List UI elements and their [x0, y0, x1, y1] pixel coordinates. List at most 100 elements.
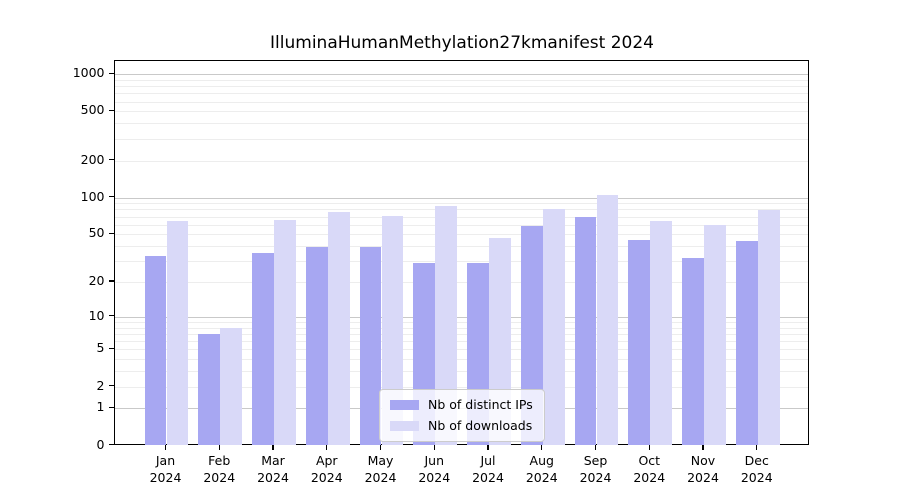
y-axis-tick — [108, 195, 114, 198]
x-tick-year: 2024 — [418, 470, 451, 485]
y-tick-label: 2 — [96, 377, 105, 393]
x-axis-tick — [433, 445, 435, 450]
legend-entry-distinct-ips: Nb of distinct IPs — [390, 398, 533, 412]
gridline-minor — [115, 138, 808, 140]
y-axis-tick — [108, 232, 114, 234]
y-axis-tick — [108, 158, 114, 161]
x-tick-label-may: May 2024 — [351, 452, 411, 486]
gridline-minor — [115, 386, 808, 388]
x-axis-tick — [756, 445, 758, 450]
y-tick-label: 50 — [88, 225, 105, 241]
gridline-minor — [115, 333, 808, 335]
gridline-minor — [115, 234, 808, 236]
x-tick-year: 2024 — [579, 470, 612, 485]
legend-label-downloads: Nb of downloads — [428, 418, 533, 433]
plot-area: Nb of distinct IPs Nb of downloads — [114, 60, 809, 445]
gridline-minor — [115, 93, 808, 95]
gridline-minor — [115, 101, 808, 103]
legend-entry-downloads: Nb of downloads — [390, 419, 533, 433]
bar-downloads-mar — [274, 219, 296, 445]
y-tick-label: 20 — [88, 272, 105, 288]
y-axis-tick — [108, 384, 114, 387]
y-tick-label: 100 — [80, 188, 105, 204]
x-axis-tick — [541, 445, 543, 450]
legend-swatch-downloads-icon — [390, 421, 419, 431]
gridline-minor — [115, 86, 808, 88]
x-tick-label-jun: Jun 2024 — [404, 452, 464, 486]
x-tick-year: 2024 — [203, 470, 236, 485]
gridline-minor — [115, 79, 808, 81]
gridline-minor — [115, 216, 808, 218]
x-tick-label-jul: Jul 2024 — [458, 452, 518, 486]
x-tick-label-aug: Aug 2024 — [512, 452, 572, 486]
legend: Nb of distinct IPs Nb of downloads — [379, 389, 545, 442]
gridline-minor — [115, 371, 808, 373]
bar-distinct-ips-feb — [198, 333, 221, 445]
bar-distinct-ips-nov — [682, 257, 704, 445]
bar-downloads-nov — [704, 224, 726, 445]
x-axis-tick — [326, 445, 328, 450]
bar-downloads-apr — [327, 212, 350, 445]
x-tick-year: 2024 — [364, 470, 397, 485]
gridline-major — [115, 316, 808, 318]
y-axis-tick — [108, 109, 114, 112]
bar-distinct-ips-jan — [144, 256, 167, 445]
gridline-minor — [115, 281, 808, 283]
x-tick-year: 2024 — [257, 470, 289, 485]
gridline-minor — [115, 327, 808, 329]
x-tick-year: 2024 — [633, 470, 666, 485]
bar-distinct-ips-sep — [574, 217, 597, 445]
gridline-minor — [115, 203, 808, 205]
x-axis-tick — [487, 445, 489, 450]
y-axis-tick — [108, 315, 114, 317]
y-axis-tick — [108, 406, 114, 409]
y-tick-label: 200 — [80, 151, 105, 167]
y-axis-tick — [108, 280, 114, 282]
x-axis-tick — [379, 445, 382, 450]
bar-distinct-ips-mar — [252, 253, 274, 445]
x-axis-tick — [594, 445, 597, 450]
gridline-minor — [115, 160, 808, 162]
bar-downloads-dec — [757, 210, 780, 445]
x-tick-label-nov: Nov 2024 — [673, 452, 733, 486]
x-axis-tick — [272, 445, 274, 450]
bar-downloads-may — [381, 215, 404, 445]
y-tick-label: 5 — [96, 340, 105, 356]
y-tick-label: 0 — [96, 436, 105, 452]
gridline-minor — [115, 246, 808, 248]
gridline-minor — [115, 321, 808, 323]
y-axis-tick — [108, 347, 114, 349]
y-axis-tick — [108, 443, 114, 446]
x-axis-tick — [164, 445, 167, 450]
bar-distinct-ips-apr — [305, 247, 328, 445]
x-tick-label-mar: Mar 2024 — [243, 452, 303, 486]
y-tick-label: 10 — [88, 307, 105, 323]
gridline-minor — [115, 111, 808, 113]
bar-distinct-ips-dec — [735, 241, 758, 445]
legend-label-distinct-ips: Nb of distinct IPs — [428, 397, 533, 412]
x-tick-year: 2024 — [740, 470, 773, 485]
x-tick-year: 2024 — [472, 470, 504, 485]
x-tick-label-apr: Apr 2024 — [297, 452, 357, 486]
bar-downloads-sep — [596, 194, 619, 445]
gridline-major — [115, 74, 808, 76]
gridline-minor — [115, 224, 808, 226]
x-tick-label-dec: Dec 2024 — [727, 452, 787, 486]
gridline-minor — [115, 341, 808, 343]
bar-downloads-oct — [650, 221, 673, 445]
gridline-minor — [115, 261, 808, 263]
x-axis-tick — [218, 445, 220, 450]
x-axis-tick — [648, 445, 650, 450]
bar-distinct-ips-may — [359, 247, 382, 445]
x-tick-year: 2024 — [687, 470, 719, 485]
gridline-minor — [115, 359, 808, 361]
x-tick-year: 2024 — [149, 470, 182, 485]
x-tick-label-feb: Feb 2024 — [189, 452, 249, 486]
bar-downloads-jan — [166, 221, 189, 445]
y-axis-tick — [108, 72, 114, 74]
bar-downloads-aug — [542, 209, 565, 445]
x-tick-year: 2024 — [525, 470, 558, 485]
bar-downloads-jun — [435, 205, 458, 445]
x-tick-label-jan: Jan 2024 — [136, 452, 196, 486]
